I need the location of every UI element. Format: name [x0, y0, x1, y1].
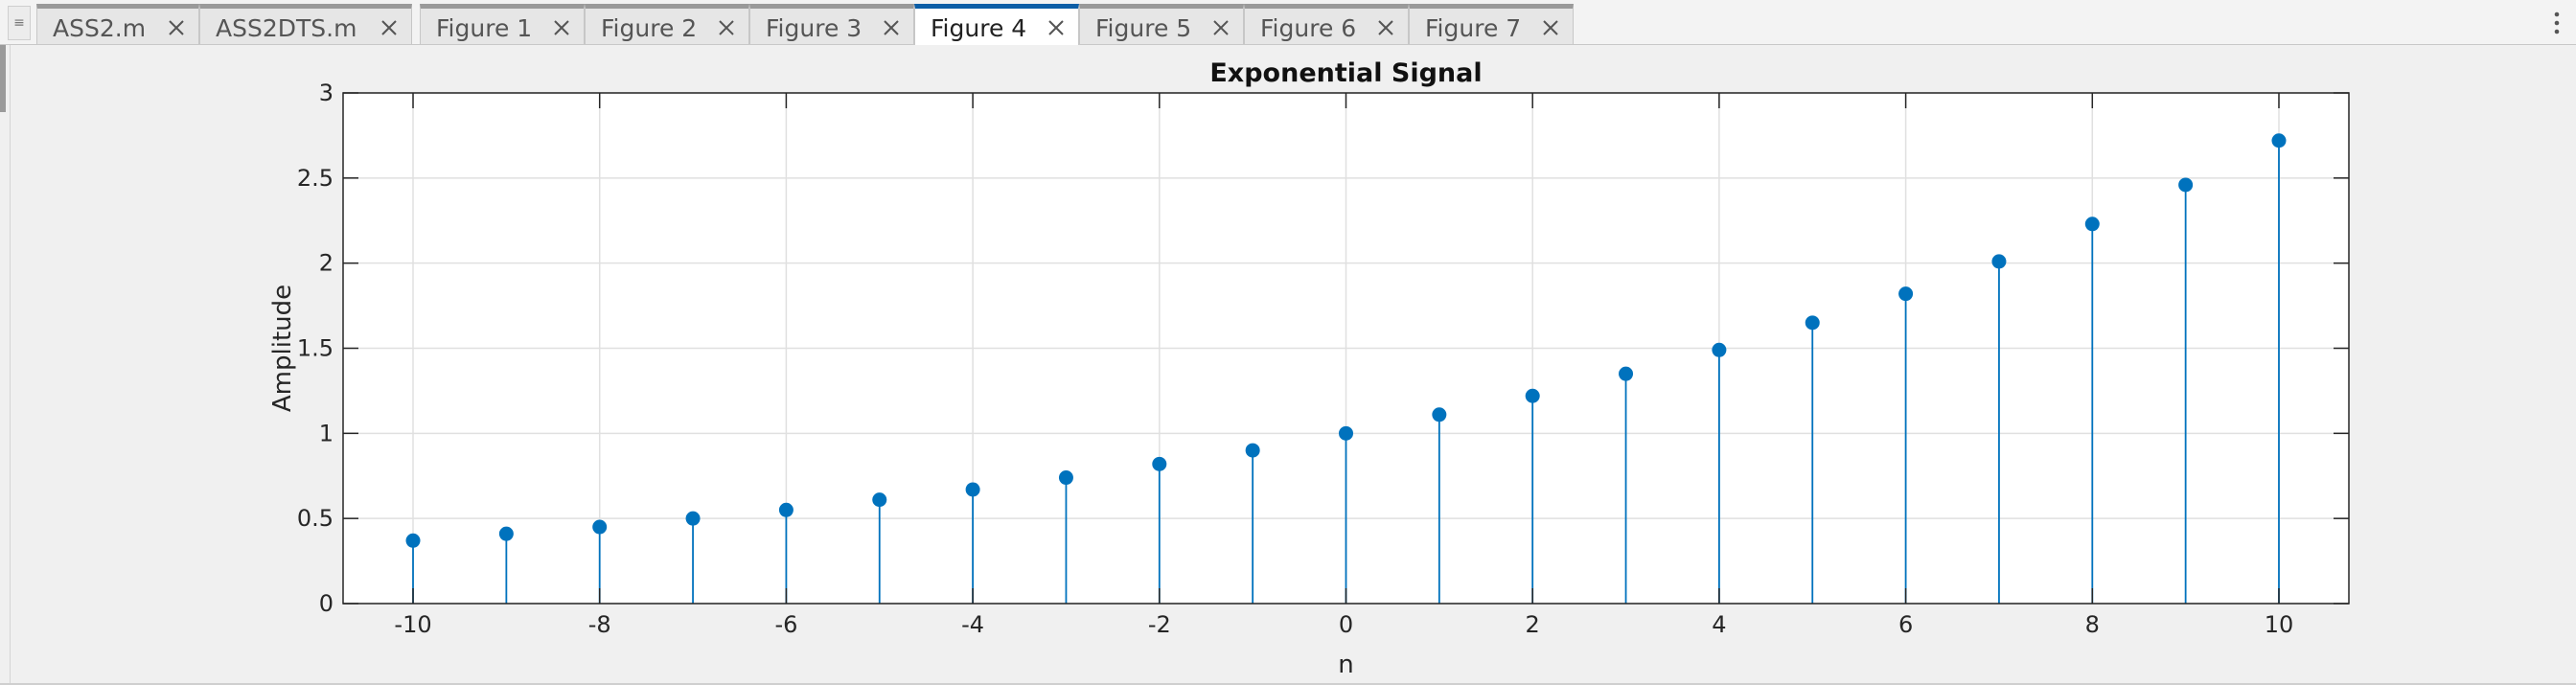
window-bottom-border [0, 683, 2576, 685]
y-axis-label: Amplitude [268, 285, 297, 412]
y-tick-label: 1 [319, 420, 334, 446]
stem-marker [1898, 286, 1914, 302]
stem-marker [1058, 470, 1073, 486]
y-tick-label: 3 [319, 80, 334, 106]
stem-marker [2084, 217, 2100, 232]
stem-marker [685, 511, 701, 526]
left-panel-handle[interactable] [0, 45, 6, 112]
x-tick-label: -8 [588, 611, 611, 638]
tab-label: Figure 7 [1425, 14, 1522, 42]
more-options-icon[interactable] [2549, 8, 2564, 38]
x-tick-label: 8 [2085, 611, 2100, 638]
x-tick-label: -4 [961, 611, 984, 638]
tab-figure-4[interactable]: Figure 4 [914, 4, 1079, 45]
stem-marker [1339, 425, 1353, 441]
x-tick-label: 2 [1526, 611, 1540, 638]
stem-marker [1991, 254, 2007, 269]
x-tick-label: 0 [1339, 611, 1353, 638]
stem-marker [592, 519, 608, 535]
tab-figure-3[interactable]: Figure 3 [749, 4, 914, 44]
tab-figure-1[interactable]: Figure 1 [420, 4, 585, 44]
stem-marker [778, 502, 794, 517]
stem-marker [1619, 366, 1634, 381]
stem-marker [405, 533, 421, 548]
close-tab-icon[interactable] [1540, 17, 1561, 38]
chart-title: Exponential Signal [1209, 58, 1482, 88]
stem-marker [2271, 133, 2287, 148]
close-tab-icon[interactable] [716, 17, 737, 38]
stem-marker [2178, 177, 2194, 193]
stem-marker [1525, 388, 1540, 403]
tab-label: Figure 4 [931, 14, 1027, 42]
x-tick-label: 10 [2265, 611, 2294, 638]
close-tab-icon[interactable] [1375, 17, 1396, 38]
stem-marker [1152, 456, 1167, 471]
close-tab-icon[interactable] [1210, 17, 1231, 38]
stem-marker [1805, 315, 1820, 331]
close-tab-icon[interactable] [1046, 17, 1067, 38]
stem-plot: -10 -8 -6 -4 -2 0 2 4 6 8 10 0 0.5 1 1.5 2 2.5 3 Exponenti… [268, 58, 2350, 679]
tab-ass2dts-m[interactable]: ASS2DTS.m [199, 4, 412, 44]
x-tick-label: -6 [774, 611, 797, 638]
close-tab-icon[interactable] [379, 17, 400, 38]
tab-label: Figure 3 [766, 14, 862, 42]
x-tick-label: 6 [1898, 611, 1913, 638]
stem-marker [1245, 443, 1260, 458]
x-tick-label: -2 [1148, 611, 1171, 638]
close-tab-icon[interactable] [881, 17, 902, 38]
tab-ass2-m[interactable]: ASS2.m [36, 4, 199, 44]
tab-label: ASS2.m [53, 14, 147, 42]
tab-label: ASS2DTS.m [216, 14, 357, 42]
document-tab-bar: ≡ ASS2.m ASS2DTS.m Figure 1 Figure 2 Figure … [0, 0, 2576, 45]
y-tick-label: 2.5 [297, 165, 334, 192]
stem-marker [498, 526, 514, 541]
tab-figure-7[interactable]: Figure 7 [1409, 4, 1574, 44]
stem-marker [965, 482, 980, 497]
x-axis-label: n [1338, 651, 1353, 679]
y-tick-label: 0.5 [297, 505, 334, 532]
tab-bar-grip-icon[interactable]: ≡ [8, 6, 31, 40]
x-tick-label: -10 [394, 611, 431, 638]
stem-marker [1432, 407, 1447, 422]
y-tick-label: 2 [319, 250, 334, 277]
close-tab-icon[interactable] [551, 17, 572, 38]
tab-figure-5[interactable]: Figure 5 [1079, 4, 1244, 44]
figure-window: -10 -8 -6 -4 -2 0 2 4 6 8 10 0 0.5 1 1.5 2 2.5 3 Exponenti… [10, 45, 2576, 685]
tab-label: Figure 6 [1260, 14, 1357, 42]
tab-label: Figure 5 [1095, 14, 1192, 42]
stem-marker [1712, 342, 1727, 357]
y-tick-label: 0 [319, 590, 334, 617]
y-tick-label: 1.5 [297, 335, 334, 362]
tab-label: Figure 1 [436, 14, 533, 42]
tab-figure-6[interactable]: Figure 6 [1244, 4, 1409, 44]
stem-marker [872, 492, 887, 508]
tab-label: Figure 2 [601, 14, 698, 42]
x-tick-label: 4 [1712, 611, 1726, 638]
close-tab-icon[interactable] [166, 17, 187, 38]
tab-figure-2[interactable]: Figure 2 [585, 4, 749, 44]
